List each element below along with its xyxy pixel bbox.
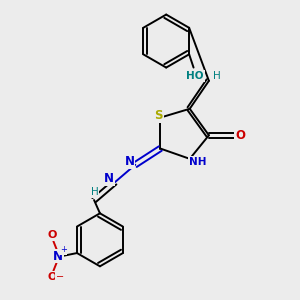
Text: N: N <box>124 155 134 168</box>
Text: NH: NH <box>189 157 207 167</box>
Text: O: O <box>236 129 245 142</box>
Text: H: H <box>213 71 221 81</box>
Text: S: S <box>154 109 163 122</box>
Text: HO: HO <box>186 71 204 81</box>
Text: +: + <box>60 245 67 254</box>
Text: O: O <box>47 230 57 240</box>
Text: O: O <box>47 272 57 282</box>
Text: N: N <box>53 250 63 262</box>
Text: N: N <box>104 172 114 185</box>
Text: H: H <box>91 188 98 197</box>
Text: −: − <box>56 272 64 282</box>
